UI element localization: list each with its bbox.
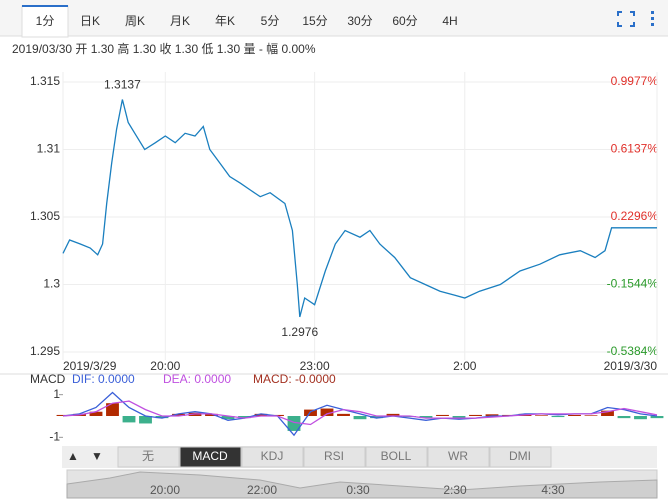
macd-bar	[436, 414, 449, 416]
tab[interactable]: 5分	[261, 14, 280, 28]
macd-bar	[139, 416, 152, 424]
macd-bar	[551, 416, 565, 418]
macd-bar	[617, 416, 631, 419]
menu-icon[interactable]	[651, 11, 654, 26]
indicator-label[interactable]: MACD	[192, 449, 228, 463]
y-tick-label: 1.305	[30, 209, 60, 223]
indicator-button[interactable]	[179, 446, 242, 468]
macd-bar	[584, 415, 598, 416]
scroll-arrow[interactable]: ▼	[91, 449, 103, 463]
macd-bar	[650, 416, 664, 419]
macd-legend: DIF: 0.0000	[72, 372, 135, 386]
indicator-button[interactable]	[427, 446, 490, 468]
tab[interactable]: 年K	[215, 14, 235, 28]
macd-bar	[155, 416, 169, 419]
y-tick-label: 1.315	[30, 74, 60, 88]
y2-tick-label: -0.5384%	[607, 344, 659, 358]
macd-bar	[568, 414, 581, 416]
y-tick-label: -1	[49, 430, 60, 444]
indicator-label[interactable]: RSI	[324, 449, 344, 463]
macd-bar	[89, 411, 103, 416]
navigator-label: 2:30	[443, 483, 467, 497]
price-line	[62, 99, 657, 318]
scroll-arrow[interactable]: ▲	[67, 449, 79, 463]
macd-bar	[485, 414, 499, 416]
macd-bar	[452, 416, 466, 419]
y2-tick-label: -0.1544%	[607, 277, 659, 291]
macd-bar	[320, 408, 334, 416]
info-line: 2019/03/30 开 1.30 高 1.30 收 1.30 低 1.30 量…	[12, 41, 316, 56]
indicator-label[interactable]: 无	[142, 449, 154, 463]
macd-title: MACD	[30, 372, 66, 386]
tab[interactable]: 60分	[392, 14, 417, 28]
navigator-label: 4:30	[541, 483, 565, 497]
tab[interactable]: 30分	[347, 14, 372, 28]
navigator-label: 22:00	[247, 483, 277, 497]
navigator-area	[66, 471, 658, 499]
indicator-label[interactable]: KDJ	[261, 449, 284, 463]
tab-bar	[0, 0, 668, 36]
macd-bar	[370, 416, 383, 419]
macd-bar	[353, 416, 367, 420]
fullscreen-icon[interactable]	[617, 11, 635, 27]
macd-bar	[172, 413, 185, 416]
indicator-label[interactable]: DMI	[509, 449, 531, 463]
macd-bar	[106, 403, 119, 416]
macd-bar	[221, 416, 235, 420]
tab[interactable]: 15分	[302, 14, 327, 28]
y-tick-label: 1.31	[37, 142, 61, 156]
y2-tick-label: 0.9977%	[611, 74, 659, 88]
macd-bar	[601, 410, 614, 416]
macd-legend: MACD: -0.0000	[253, 372, 336, 386]
macd-line	[62, 391, 658, 437]
x-tick-label: 23:00	[300, 359, 330, 373]
macd-bar	[634, 416, 647, 420]
indicator-button[interactable]	[303, 446, 366, 468]
macd-bar	[337, 413, 350, 416]
tab[interactable]: 周K	[125, 14, 145, 28]
x-tick-label: 2:00	[453, 359, 477, 373]
navigator-label: 20:00	[150, 483, 180, 497]
x-tick-label: 2019/3/29	[63, 359, 117, 373]
annotation: 1.3137	[104, 78, 141, 92]
navigator-label: 0:30	[346, 483, 370, 497]
macd-bar	[238, 416, 251, 419]
macd-bar	[287, 416, 301, 431]
tab[interactable]: 月K	[170, 14, 190, 28]
tab[interactable]: 1分	[36, 14, 55, 28]
indicator-button[interactable]	[241, 446, 304, 468]
annotation: 1.2976	[281, 325, 318, 339]
macd-bar	[122, 416, 136, 423]
y-tick-label: 1	[53, 387, 60, 401]
y2-tick-label: 0.6137%	[611, 142, 659, 156]
tab[interactable]: 日K	[80, 14, 100, 28]
x-tick-label: 20:00	[150, 359, 180, 373]
y-tick-label: 1.295	[30, 344, 60, 358]
macd-bar	[386, 413, 400, 416]
macd-bar	[205, 413, 218, 416]
macd-bar	[419, 416, 433, 419]
tab[interactable]: 4H	[442, 14, 457, 28]
macd-bar	[469, 414, 482, 416]
indicator-button[interactable]	[489, 446, 552, 468]
macd-bar	[254, 413, 268, 416]
indicator-label[interactable]: WR	[448, 449, 468, 463]
indicator-label[interactable]: BOLL	[381, 449, 412, 463]
indicator-button[interactable]	[117, 446, 180, 468]
x-tick-label: 2019/3/30	[604, 359, 658, 373]
macd-line	[62, 400, 658, 426]
macd-bar	[535, 415, 548, 416]
y2-tick-label: 0.2296%	[611, 209, 659, 223]
y-tick-label: 1.3	[43, 277, 60, 291]
macd-legend: DEA: 0.0000	[163, 372, 231, 386]
indicator-button[interactable]	[365, 446, 428, 468]
